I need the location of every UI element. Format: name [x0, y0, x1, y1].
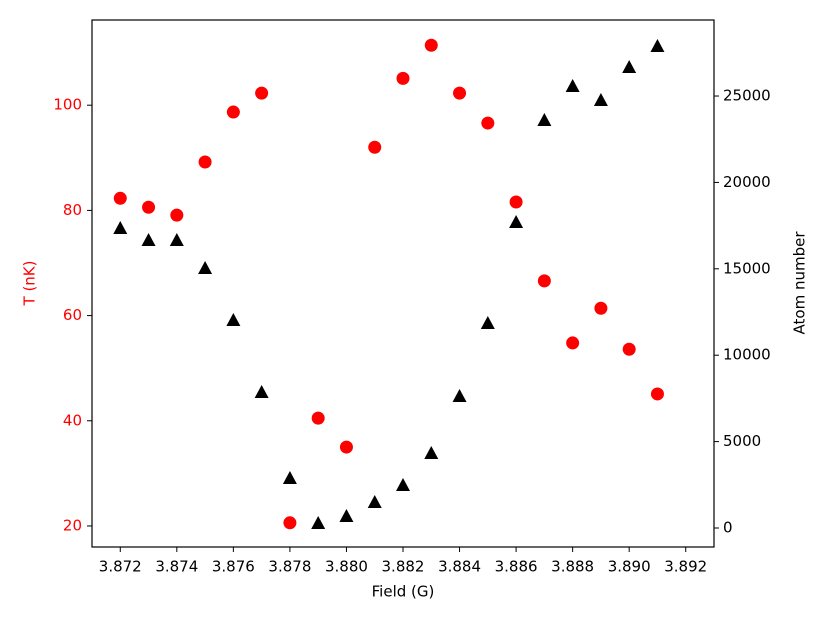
triangle-point [452, 389, 467, 403]
y-tick-label: 100 [53, 96, 82, 114]
circle-point [113, 191, 127, 205]
circle-point [566, 336, 580, 350]
y2-axis-label: Atom number [791, 231, 809, 335]
circle-point [226, 105, 240, 119]
triangle-point [396, 478, 410, 492]
y-tick-label: 40 [63, 411, 82, 429]
y-tick-label: 80 [63, 201, 82, 219]
triangle-point [282, 470, 297, 484]
x-tick-label: 3.876 [212, 558, 255, 576]
plot-frame [91, 19, 715, 548]
x-tick-label: 3.874 [155, 558, 198, 576]
y2-tick-label: 25000 [723, 87, 771, 105]
x-tick-label: 3.872 [99, 558, 142, 576]
y-tick-label: 20 [63, 516, 82, 534]
y2-tick-label: 10000 [723, 346, 771, 364]
circle-point [509, 195, 523, 209]
triangle-point [226, 313, 241, 327]
triangle-point [198, 261, 213, 275]
circle-point [368, 140, 382, 154]
circle-point [283, 516, 297, 530]
triangle-point [169, 233, 184, 247]
circle-point [622, 342, 636, 356]
y-tick-label: 60 [63, 306, 82, 324]
triangle-point [480, 316, 495, 330]
x-tick-label: 3.888 [551, 558, 594, 576]
circle-point [255, 86, 269, 100]
x-tick-label: 3.890 [608, 558, 651, 576]
triangle-point [311, 515, 326, 529]
triangle-point [650, 39, 665, 53]
triangle-point [339, 509, 354, 523]
triangle-point [622, 60, 637, 74]
circle-point [481, 116, 495, 130]
circle-point [424, 38, 438, 52]
circle-point [396, 71, 410, 85]
x-tick-label: 3.884 [438, 558, 481, 576]
circle-point [198, 155, 212, 169]
triangle-point [537, 113, 552, 127]
triangle-point [565, 79, 580, 93]
circle-point [453, 86, 467, 100]
circle-point [594, 301, 608, 315]
triangle-point [113, 221, 128, 235]
circle-point [650, 387, 664, 401]
y2-tick-label: 15000 [723, 259, 771, 277]
x-tick-label: 3.878 [268, 558, 311, 576]
y2-tick-label: 20000 [723, 173, 771, 191]
triangle-point [593, 93, 608, 107]
triangle-point [424, 446, 439, 460]
y2-tick-label: 0 [723, 518, 733, 536]
x-axis-label: Field (G) [372, 583, 435, 601]
circle-point [311, 411, 325, 425]
y-axis-label: T (nK) [21, 261, 39, 307]
x-tick-label: 3.886 [495, 558, 538, 576]
x-tick-label: 3.882 [382, 558, 425, 576]
triangle-point [141, 233, 156, 247]
y2-tick-label: 5000 [723, 432, 761, 450]
x-tick-label: 3.880 [325, 558, 368, 576]
triangle-point [367, 494, 382, 508]
circle-point [537, 274, 551, 288]
circle-point [339, 440, 353, 454]
x-tick-label: 3.892 [664, 558, 707, 576]
circle-point [170, 208, 184, 222]
triangle-point [509, 215, 524, 229]
triangle-point [254, 385, 269, 399]
circle-point [142, 200, 156, 214]
